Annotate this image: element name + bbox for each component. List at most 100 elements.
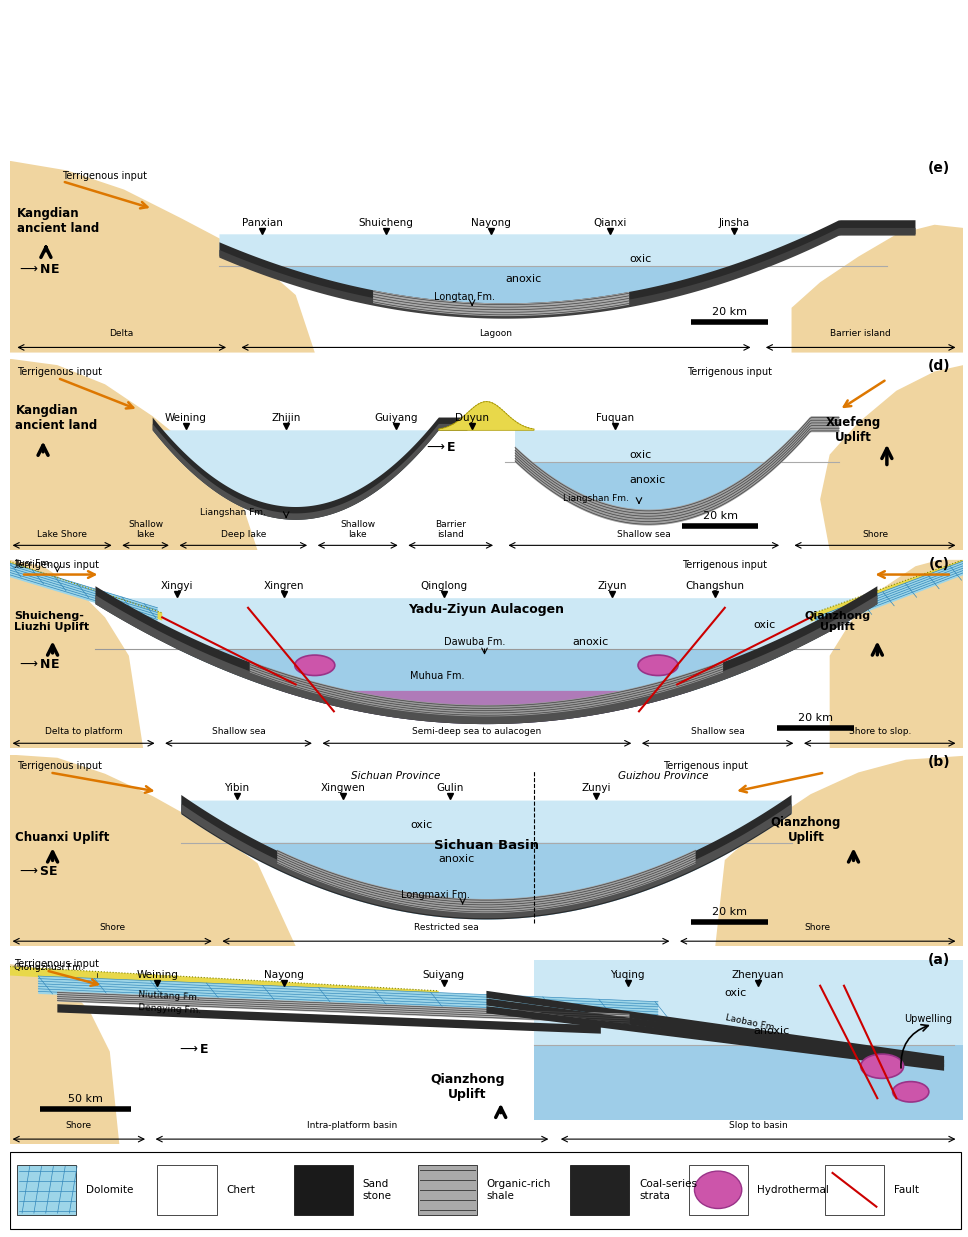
Ellipse shape bbox=[295, 656, 335, 675]
Text: Liangshan Fm.: Liangshan Fm. bbox=[562, 494, 628, 502]
Polygon shape bbox=[220, 228, 916, 319]
FancyBboxPatch shape bbox=[10, 1152, 961, 1230]
Text: Longtan Fm.: Longtan Fm. bbox=[434, 292, 495, 302]
Polygon shape bbox=[57, 1004, 601, 1034]
FancyBboxPatch shape bbox=[418, 1165, 477, 1215]
Polygon shape bbox=[830, 560, 963, 748]
Text: Shallow
lake: Shallow lake bbox=[128, 520, 164, 539]
Polygon shape bbox=[10, 359, 257, 550]
Text: Nayong: Nayong bbox=[471, 218, 511, 228]
Text: Terrigenous input: Terrigenous input bbox=[17, 366, 103, 377]
Text: Xingren: Xingren bbox=[264, 580, 305, 590]
Text: Shore to slop.: Shore to slop. bbox=[849, 726, 911, 736]
Text: Muhua Fm.: Muhua Fm. bbox=[410, 672, 465, 682]
Polygon shape bbox=[515, 419, 839, 518]
Text: Yibin: Yibin bbox=[224, 783, 249, 793]
Polygon shape bbox=[250, 661, 723, 716]
Text: Shuicheng-
Liuzhi Uplift: Shuicheng- Liuzhi Uplift bbox=[15, 611, 90, 632]
Text: Gulin: Gulin bbox=[437, 783, 464, 793]
Polygon shape bbox=[515, 416, 839, 526]
Polygon shape bbox=[153, 418, 468, 520]
Text: Liangshan Fm.: Liangshan Fm. bbox=[200, 508, 266, 517]
Polygon shape bbox=[96, 595, 877, 724]
Polygon shape bbox=[10, 560, 143, 748]
Text: Xingyi: Xingyi bbox=[161, 580, 193, 590]
Text: Semi-deep sea to aulacogen: Semi-deep sea to aulacogen bbox=[412, 726, 541, 736]
Text: Weining: Weining bbox=[136, 970, 178, 980]
Text: Qianzhong
Uplift: Qianzhong Uplift bbox=[771, 816, 841, 844]
Text: Sichuan Province: Sichuan Province bbox=[351, 771, 440, 781]
Polygon shape bbox=[534, 960, 963, 1119]
Polygon shape bbox=[10, 755, 296, 946]
FancyBboxPatch shape bbox=[825, 1165, 884, 1215]
Polygon shape bbox=[810, 560, 963, 622]
Text: anoxic: anoxic bbox=[439, 854, 475, 863]
Text: Zhijin: Zhijin bbox=[271, 413, 301, 423]
Polygon shape bbox=[518, 463, 779, 523]
Text: 20 km: 20 km bbox=[712, 907, 747, 917]
Text: Xingwen: Xingwen bbox=[321, 783, 366, 793]
Text: Kangdian
ancient land: Kangdian ancient land bbox=[15, 404, 98, 432]
Polygon shape bbox=[10, 964, 119, 1144]
FancyBboxPatch shape bbox=[17, 1165, 76, 1215]
Polygon shape bbox=[220, 234, 916, 318]
Polygon shape bbox=[39, 976, 658, 1019]
Text: $\longrightarrow$NE: $\longrightarrow$NE bbox=[17, 262, 60, 276]
Text: Xuefeng
Uplift: Xuefeng Uplift bbox=[826, 416, 881, 444]
Text: $\longrightarrow$E: $\longrightarrow$E bbox=[176, 1044, 209, 1056]
Text: 20 km: 20 km bbox=[712, 307, 747, 317]
Polygon shape bbox=[487, 1006, 944, 1071]
Text: Duyun: Duyun bbox=[455, 413, 489, 423]
Text: (a): (a) bbox=[928, 952, 951, 967]
Text: Sand
stone: Sand stone bbox=[362, 1179, 391, 1201]
Polygon shape bbox=[715, 756, 963, 946]
Text: $\longrightarrow$E: $\longrightarrow$E bbox=[424, 442, 457, 454]
Text: Qianzhong
Uplift: Qianzhong Uplift bbox=[430, 1074, 504, 1101]
Text: Lagoon: Lagoon bbox=[479, 329, 512, 339]
Polygon shape bbox=[96, 599, 877, 724]
Text: Upwelling: Upwelling bbox=[904, 1013, 953, 1023]
Text: Shore: Shore bbox=[804, 923, 831, 933]
Text: Guizhou Province: Guizhou Province bbox=[618, 771, 708, 781]
Text: (c): (c) bbox=[929, 557, 950, 571]
Polygon shape bbox=[96, 586, 877, 724]
Text: Qianxi: Qianxi bbox=[593, 218, 627, 228]
Text: Shore: Shore bbox=[66, 1121, 92, 1131]
Polygon shape bbox=[487, 991, 944, 1063]
Text: Barrier island: Barrier island bbox=[831, 329, 891, 339]
Text: Ziyun: Ziyun bbox=[597, 580, 627, 590]
Text: Shallow sea: Shallow sea bbox=[212, 726, 265, 736]
Text: oxic: oxic bbox=[629, 254, 651, 263]
Text: oxic: oxic bbox=[753, 620, 775, 630]
Text: (e): (e) bbox=[928, 161, 951, 176]
Polygon shape bbox=[220, 220, 916, 318]
Text: Zhenyuan: Zhenyuan bbox=[732, 970, 784, 980]
Text: Qinglong: Qinglong bbox=[420, 580, 468, 590]
Polygon shape bbox=[439, 402, 534, 430]
Text: Organic-rich
shale: Organic-rich shale bbox=[487, 1179, 551, 1201]
Text: Panxian: Panxian bbox=[242, 218, 283, 228]
Text: Barrier
island: Barrier island bbox=[436, 520, 467, 539]
Polygon shape bbox=[153, 424, 468, 520]
Text: 20 km: 20 km bbox=[798, 713, 832, 722]
Text: Niutitang Fm.: Niutitang Fm. bbox=[138, 990, 200, 1002]
Text: Shuicheng: Shuicheng bbox=[359, 218, 413, 228]
Ellipse shape bbox=[861, 1054, 903, 1079]
Polygon shape bbox=[153, 430, 468, 520]
Text: Fuquan: Fuquan bbox=[596, 413, 634, 423]
Polygon shape bbox=[820, 365, 963, 550]
Text: Restricted sea: Restricted sea bbox=[413, 923, 478, 933]
FancyBboxPatch shape bbox=[294, 1165, 353, 1215]
Text: anoxic: anoxic bbox=[753, 1027, 790, 1037]
Text: Yadu-Ziyun Aulacogen: Yadu-Ziyun Aulacogen bbox=[408, 602, 564, 616]
Text: Dengying Fm.: Dengying Fm. bbox=[138, 1003, 202, 1016]
Text: anoxic: anoxic bbox=[572, 637, 609, 647]
Text: Dolomite: Dolomite bbox=[86, 1185, 134, 1195]
Text: Changshun: Changshun bbox=[685, 580, 744, 590]
Polygon shape bbox=[10, 562, 163, 621]
Text: oxic: oxic bbox=[629, 450, 651, 460]
Text: Shallow sea: Shallow sea bbox=[617, 529, 671, 539]
Text: Delta to platform: Delta to platform bbox=[45, 726, 122, 736]
Text: Yuqing: Yuqing bbox=[610, 970, 645, 980]
Text: $\longrightarrow$NE: $\longrightarrow$NE bbox=[17, 658, 60, 672]
